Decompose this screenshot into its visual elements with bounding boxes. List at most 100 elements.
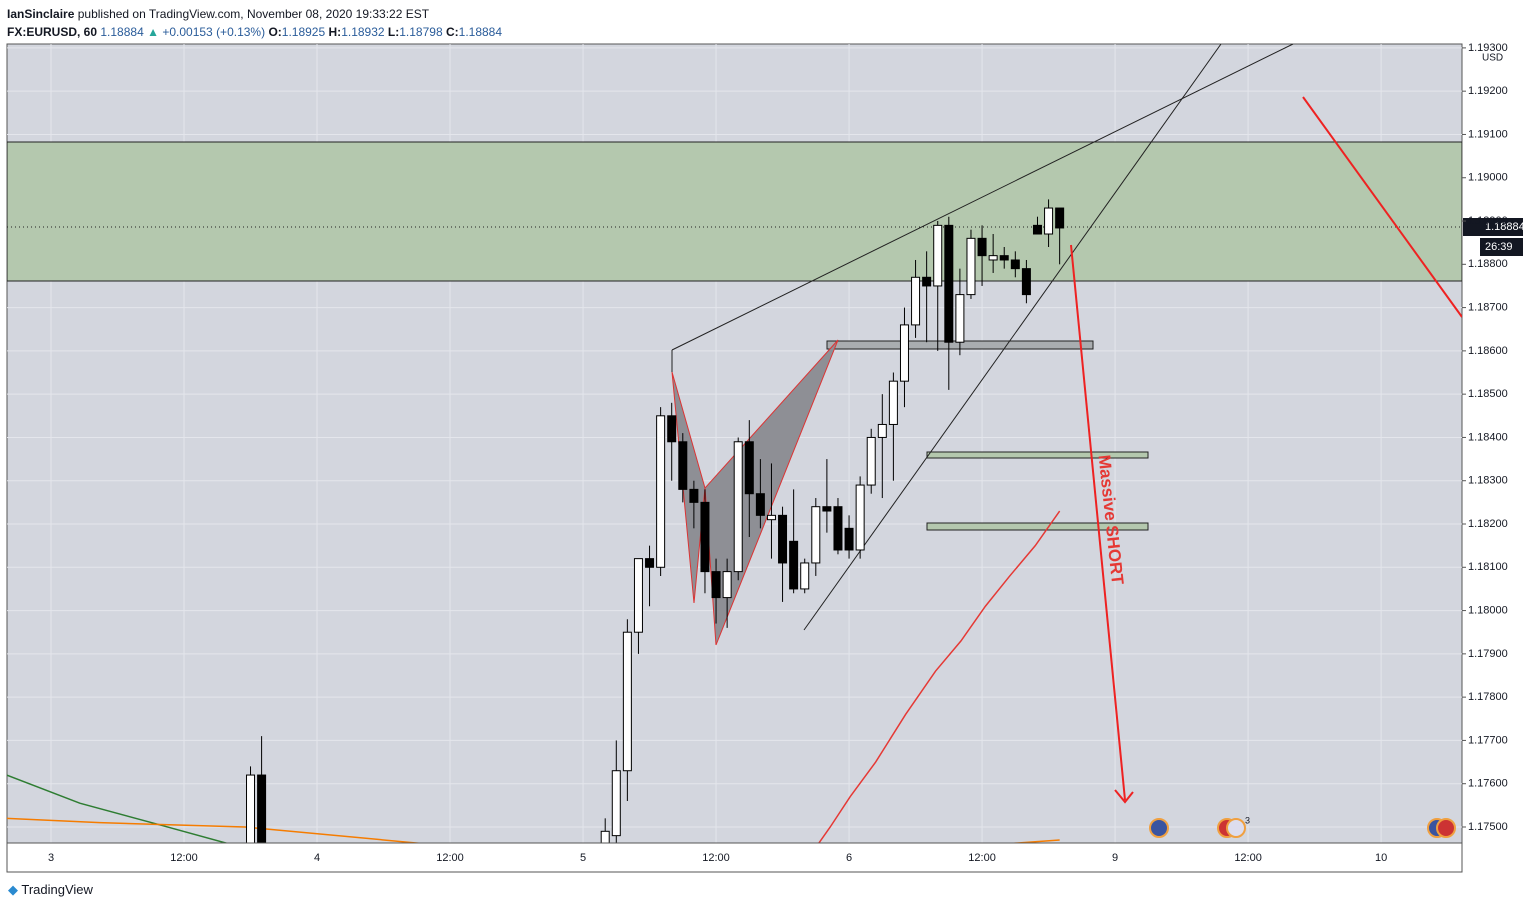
arrow-head (1114, 789, 1134, 804)
o-label: O: (268, 25, 282, 39)
o: 1.18925 (281, 25, 326, 39)
zone (7, 141, 1462, 282)
x-tick-label: 10 (1375, 852, 1387, 864)
candle-body (955, 294, 965, 343)
arrow: ▲ (147, 25, 159, 39)
candle-body (689, 488, 699, 503)
y-tick-label: 1.18100 (1468, 561, 1508, 573)
header-line-1: IanSinclaire published on TradingView.co… (7, 5, 502, 23)
x-tick-label: 4 (314, 852, 320, 864)
x-tick-label: 9 (1112, 852, 1118, 864)
events (1149, 818, 1456, 838)
candle-body (700, 501, 710, 573)
candle-body (1010, 259, 1020, 270)
candle-body (711, 571, 721, 599)
event-count: 3 (1245, 815, 1250, 825)
candle-body (866, 436, 876, 486)
candle-body (1032, 224, 1042, 235)
candle-body (622, 631, 632, 772)
candle-body (766, 514, 776, 521)
candle-body (645, 558, 655, 568)
x-tick-label: 12:00 (1234, 852, 1262, 864)
y-tick-label: 1.18600 (1468, 345, 1508, 357)
arrow-line (1302, 96, 1462, 318)
indicator-line (1007, 839, 1060, 843)
symbol: FX:EURUSD, 60 (7, 25, 98, 39)
price-tag-text: 1.18884 (1485, 221, 1525, 233)
y-tick-label: 1.18500 (1468, 388, 1508, 400)
y-tick-label: 1.19100 (1468, 128, 1508, 140)
x-tick-label: 12:00 (170, 852, 198, 864)
indicator-line (7, 817, 425, 843)
c: 1.18884 (458, 25, 503, 39)
candle-body (611, 770, 621, 837)
y-tick-label: 1.17800 (1468, 691, 1508, 703)
header: IanSinclaire published on TradingView.co… (7, 5, 502, 41)
y-tick-label: 1.18300 (1468, 475, 1508, 487)
indicator-line (818, 510, 1061, 843)
candle-body (899, 324, 909, 382)
x-tick-label: 12:00 (436, 852, 464, 864)
y-tick-label: 1.19300 (1468, 42, 1508, 54)
candle-body (833, 506, 843, 551)
author: IanSinclaire (7, 7, 75, 21)
y-tick-label: 1.19200 (1468, 85, 1508, 97)
trend (803, 44, 1222, 631)
candle-body (1055, 207, 1065, 229)
trend (671, 44, 1294, 351)
candle-body (800, 562, 810, 590)
candle-body (633, 558, 643, 633)
candle-body (667, 415, 677, 443)
candle-body (1021, 268, 1031, 296)
y-tick-label: 1.18900 (1468, 215, 1508, 227)
candle-body (678, 441, 688, 490)
indicator-line (7, 774, 229, 843)
candle-body (977, 237, 987, 257)
y-tick-label: 1.18200 (1468, 518, 1508, 530)
y-tick-label: 1.17600 (1468, 778, 1508, 790)
time-axis (6, 842, 1463, 873)
y-tick-label: 1.18700 (1468, 301, 1508, 313)
box (926, 522, 1149, 531)
x-tick-label: 3 (48, 852, 54, 864)
candle-body (257, 774, 267, 843)
y-tick-label: 1.17700 (1468, 734, 1508, 746)
candle-body (944, 224, 954, 343)
footer: ◆ TradingView (8, 882, 93, 897)
x-tick-label: 12:00 (968, 852, 996, 864)
x-tick-label: 5 (580, 852, 586, 864)
y-tick-label: 1.17500 (1468, 821, 1508, 833)
l: 1.18798 (399, 25, 443, 39)
candle-body (933, 224, 943, 287)
x-tick-label: 6 (846, 852, 852, 864)
y-tick-label: 1.17900 (1468, 648, 1508, 660)
timer-tag (1480, 238, 1523, 256)
candle-body (733, 441, 743, 573)
currency: USD (1482, 53, 1503, 64)
candle-body (811, 506, 821, 564)
candle-body (966, 237, 976, 296)
chart: 3 Massive SHORT USD 1.18884 26:39 1.1750… (6, 42, 1525, 873)
candle-body (1044, 207, 1054, 235)
candle-body (246, 774, 256, 843)
arrow-line (1070, 244, 1126, 801)
y-tick-label: 1.18400 (1468, 431, 1508, 443)
candle-body (600, 830, 610, 843)
candle-body (822, 506, 832, 512)
brand: TradingView (21, 882, 93, 897)
candle-body (855, 484, 865, 551)
candle-body (755, 493, 765, 516)
last: 1.18884 (100, 25, 144, 39)
box (926, 451, 1149, 459)
h: 1.18932 (341, 25, 385, 39)
candle-body (778, 514, 788, 564)
candle-body (988, 255, 998, 261)
candle-body (999, 255, 1009, 261)
header-line-2: FX:EURUSD, 60 1.18884 ▲ +0.00153 (+0.13%… (7, 23, 502, 41)
candle-body (877, 423, 887, 438)
candle-body (744, 441, 754, 495)
x-tick-label: 12:00 (702, 852, 730, 864)
candle-body (844, 527, 854, 551)
candle-body (789, 540, 799, 590)
y-tick-label: 1.19000 (1468, 172, 1508, 184)
